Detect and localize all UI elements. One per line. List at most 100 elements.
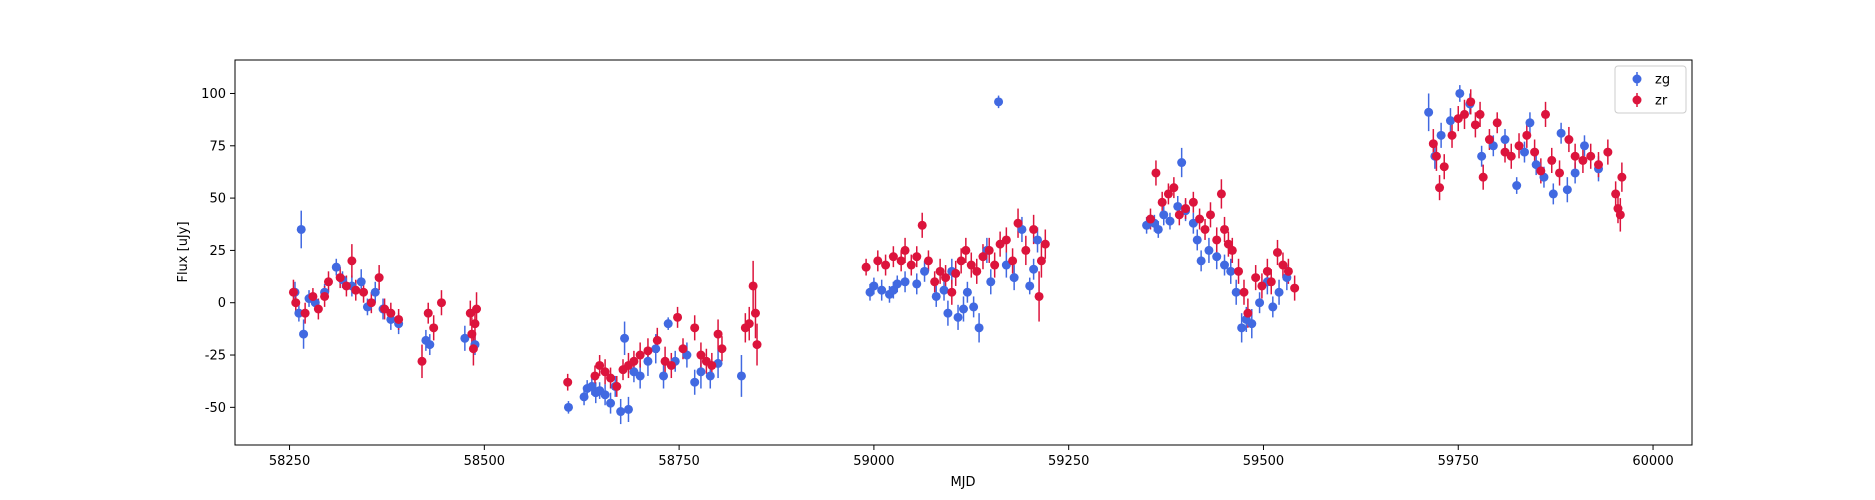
data-point-zr: [1570, 151, 1580, 161]
data-point-zr: [935, 266, 945, 276]
y-axis-label: Flux [uJy]: [176, 221, 191, 282]
data-point-zr: [896, 256, 906, 266]
data-point-zr: [696, 350, 706, 360]
data-point-zr: [1029, 224, 1039, 234]
data-point-zr: [1594, 160, 1604, 170]
data-point-zg: [696, 367, 706, 377]
legend-box: [1614, 65, 1687, 114]
data-point-zr: [323, 277, 333, 287]
data-point-zr: [1157, 197, 1167, 207]
data-point-zr: [690, 323, 700, 333]
data-point-zg: [1192, 235, 1202, 245]
data-point-zr: [956, 256, 966, 266]
data-point-zr: [912, 252, 922, 262]
data-point-zr: [1522, 130, 1532, 140]
data-point-zr: [978, 252, 988, 262]
data-point-zr: [888, 252, 898, 262]
data-point-zr: [1169, 183, 1179, 193]
data-point-zr: [1615, 210, 1625, 220]
data-point-zg: [1579, 141, 1589, 151]
data-point-zr: [341, 281, 351, 291]
x-tick-label: 59250: [1048, 454, 1089, 469]
data-point-zr: [713, 329, 723, 339]
data-point-zr: [359, 287, 369, 297]
data-point-zr: [1470, 120, 1480, 130]
x-tick-label: 60000: [1632, 454, 1673, 469]
legend-label-zr: zr: [1655, 94, 1668, 109]
data-point-zg: [299, 329, 309, 339]
data-point-zr: [1013, 218, 1023, 228]
data-point-zr: [1290, 283, 1300, 293]
data-point-zg: [1247, 319, 1257, 329]
data-point-zg: [1477, 151, 1487, 161]
data-point-zr: [1163, 189, 1173, 199]
data-point-zr: [881, 260, 891, 270]
data-point-zr: [386, 308, 396, 318]
data-point-zg: [460, 333, 470, 343]
data-point-zg: [1009, 273, 1019, 283]
data-point-zr: [643, 346, 653, 356]
data-point-zr: [563, 377, 573, 387]
data-point-zr: [941, 273, 951, 283]
data-point-zg: [296, 224, 306, 234]
data-point-zr: [1040, 239, 1050, 249]
y-tick-label: -50: [205, 401, 226, 416]
data-point-zg: [969, 302, 979, 312]
legend-marker-zr: [1632, 95, 1642, 105]
data-point-zr: [1151, 168, 1161, 178]
data-point-zg: [370, 287, 380, 297]
data-point-zg: [620, 333, 630, 343]
data-point-zr: [1611, 189, 1621, 199]
data-point-zg: [1204, 245, 1214, 255]
data-point-zr: [1283, 266, 1293, 276]
data-point-zr: [1234, 266, 1244, 276]
data-point-zr: [1564, 135, 1574, 145]
data-point-zg: [651, 344, 661, 354]
y-tick-label: 50: [209, 192, 226, 207]
data-point-zr: [470, 319, 480, 329]
data-point-zr: [1514, 141, 1524, 151]
data-point-zr: [1220, 224, 1230, 234]
data-point-zg: [616, 407, 626, 417]
data-point-zg: [877, 285, 887, 295]
data-point-zr: [1174, 210, 1184, 220]
x-tick-label: 59000: [853, 454, 894, 469]
data-point-zg: [892, 279, 902, 289]
data-point-zr: [906, 260, 916, 270]
data-point-zr: [1459, 109, 1469, 119]
data-point-zg: [962, 287, 972, 297]
data-point-zg: [1525, 118, 1535, 128]
data-point-zr: [900, 245, 910, 255]
data-point-zr: [1266, 277, 1276, 287]
data-point-zr: [1547, 155, 1557, 165]
data-point-zr: [744, 319, 754, 329]
data-point-zg: [1519, 147, 1529, 157]
data-point-zr: [1428, 139, 1438, 149]
data-point-zg: [386, 314, 396, 324]
data-point-zg: [869, 281, 879, 291]
data-point-zr: [666, 360, 676, 370]
data-point-zr: [1475, 109, 1485, 119]
data-point-zr: [966, 260, 976, 270]
data-point-zr: [1603, 147, 1613, 157]
data-point-zg: [1177, 158, 1187, 168]
data-point-zr: [1541, 109, 1551, 119]
data-point-zg: [294, 308, 304, 318]
data-point-zr: [612, 381, 622, 391]
data-point-zg: [974, 323, 984, 333]
data-point-zr: [1555, 168, 1565, 178]
data-point-zr: [673, 312, 683, 322]
data-point-zr: [1278, 260, 1288, 270]
data-point-zr: [1466, 97, 1476, 107]
data-point-zr: [1439, 162, 1449, 172]
data-point-zg: [663, 319, 673, 329]
data-point-zr: [1447, 130, 1457, 140]
data-point-zr: [984, 245, 994, 255]
data-point-zr: [873, 256, 883, 266]
data-point-zr: [1034, 291, 1044, 301]
data-point-zg: [1237, 323, 1247, 333]
data-point-zg: [994, 97, 1004, 107]
data-point-zr: [1227, 245, 1237, 255]
data-point-zg: [1445, 116, 1455, 126]
data-point-zg: [425, 340, 435, 350]
